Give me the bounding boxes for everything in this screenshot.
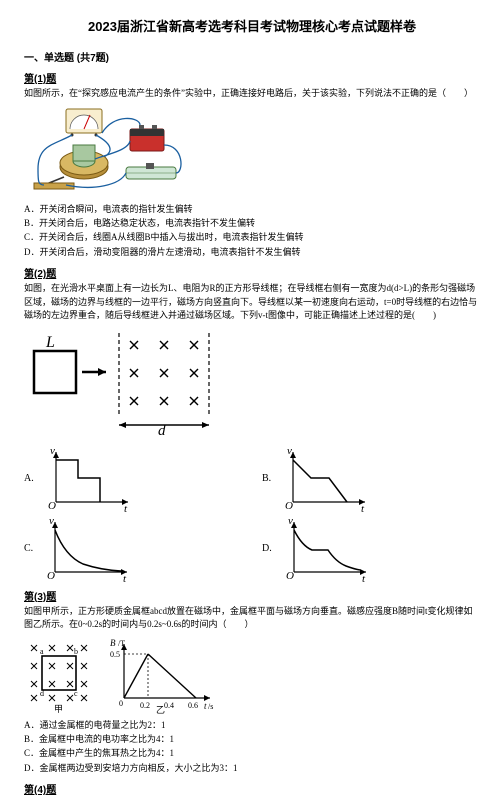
- q3-optA: A．通过金属框的电荷量之比为2：1: [24, 718, 480, 732]
- q1-text: 如图所示，在“探究感应电流产生的条件”实验中，正确连接好电路后，关于该实验，下列…: [24, 87, 480, 101]
- svg-text:/T: /T: [118, 639, 125, 648]
- L-label: L: [45, 334, 55, 351]
- q1-options: A．开关闭合瞬间，电流表的指针发生偏转 B．开关闭合后，电路达稳定状态，电流表指…: [24, 202, 480, 260]
- q1-optB: B．开关闭合后，电路达稳定状态，电流表指针不发生偏转: [24, 216, 480, 230]
- svg-text:t: t: [204, 701, 207, 711]
- svg-text:t: t: [362, 573, 366, 582]
- q3-ymax: 0.5: [110, 650, 120, 659]
- d-label: d: [158, 423, 166, 437]
- q2-optC-letter: C.: [24, 543, 33, 554]
- q2-optA-letter: A.: [24, 473, 34, 484]
- svg-text:甲: 甲: [54, 704, 63, 714]
- q2-choices: A. v O t B. v O t C.: [24, 446, 480, 582]
- q4-label: 第(4)题: [24, 781, 480, 796]
- q2-label: 第(2)题: [24, 265, 480, 280]
- q3-x3: 0.6: [188, 701, 198, 710]
- q3-optB: B．金属框中电流的电功率之比为4：1: [24, 732, 480, 746]
- q3-x2: 0.4: [164, 701, 174, 710]
- svg-text:O: O: [47, 570, 55, 582]
- svg-text:O: O: [285, 500, 293, 512]
- svg-text:O: O: [48, 500, 56, 512]
- q1-label: 第(1)题: [24, 70, 480, 85]
- svg-text:c: c: [74, 689, 78, 698]
- q3-options: A．通过金属框的电荷量之比为2：1 B．金属框中电流的电功率之比为4：1 C．金…: [24, 718, 480, 776]
- svg-text:O: O: [286, 570, 294, 582]
- q3-optC: C．金属框中产生的焦耳热之比为4：1: [24, 746, 480, 760]
- svg-text:B: B: [110, 638, 116, 648]
- section-heading: 一、单选题 (共7题): [24, 49, 480, 64]
- q2-optD-letter: D.: [262, 543, 272, 554]
- q1-optC: C．开关闭合后，线圈A从线圈B中插入与拔出时，电流表指针发生偏转: [24, 230, 480, 244]
- q1-figure: [24, 105, 480, 198]
- q3-label: 第(3)题: [24, 588, 480, 603]
- svg-text:/s: /s: [208, 702, 213, 711]
- q3-optD: D．金属框两边受到安培力方向相反，大小之比为3：1: [24, 761, 480, 775]
- q1-optD: D．开关闭合后，滑动变阻器的滑片左速滑动，电流表指针不发生偏转: [24, 245, 480, 259]
- q3-text: 如图甲所示，正方形硬质金属框abcd放置在磁场中，金属框平面与磁场方向垂直。磁感…: [24, 605, 480, 632]
- q1-optA: A．开关闭合瞬间，电流表的指针发生偏转: [24, 202, 480, 216]
- q2-graph-c: v O t: [43, 516, 133, 582]
- svg-text:0: 0: [119, 699, 123, 708]
- page-title: 2023届浙江省新高考选考科目考试物理核心考点试题样卷: [24, 16, 480, 35]
- q3-figure: a b c d 甲 B/T t/s 0.5 0 0.2 0.4 0.6 乙: [24, 636, 480, 714]
- svg-text:d: d: [40, 689, 44, 698]
- svg-text:v: v: [288, 516, 293, 527]
- svg-text:t: t: [123, 573, 127, 582]
- svg-text:v: v: [50, 446, 55, 457]
- svg-text:b: b: [74, 647, 78, 656]
- q2-text: 如图，在光滑水平桌面上有一边长为L、电阻为R的正方形导线框；在导线框右侧有一宽度…: [24, 282, 480, 323]
- q2-graph-b: v O t: [281, 446, 371, 512]
- svg-text:乙: 乙: [156, 705, 165, 714]
- svg-text:v: v: [49, 516, 54, 527]
- q2-graph-a: v O t: [44, 446, 134, 512]
- svg-text:t: t: [124, 503, 128, 512]
- svg-text:t: t: [361, 503, 365, 512]
- q2-figure: L d: [24, 327, 480, 440]
- q2-optB-letter: B.: [262, 473, 271, 484]
- svg-text:v: v: [287, 446, 292, 457]
- svg-text:a: a: [40, 647, 44, 656]
- q2-graph-d: v O t: [282, 516, 372, 582]
- q3-x1: 0.2: [140, 701, 150, 710]
